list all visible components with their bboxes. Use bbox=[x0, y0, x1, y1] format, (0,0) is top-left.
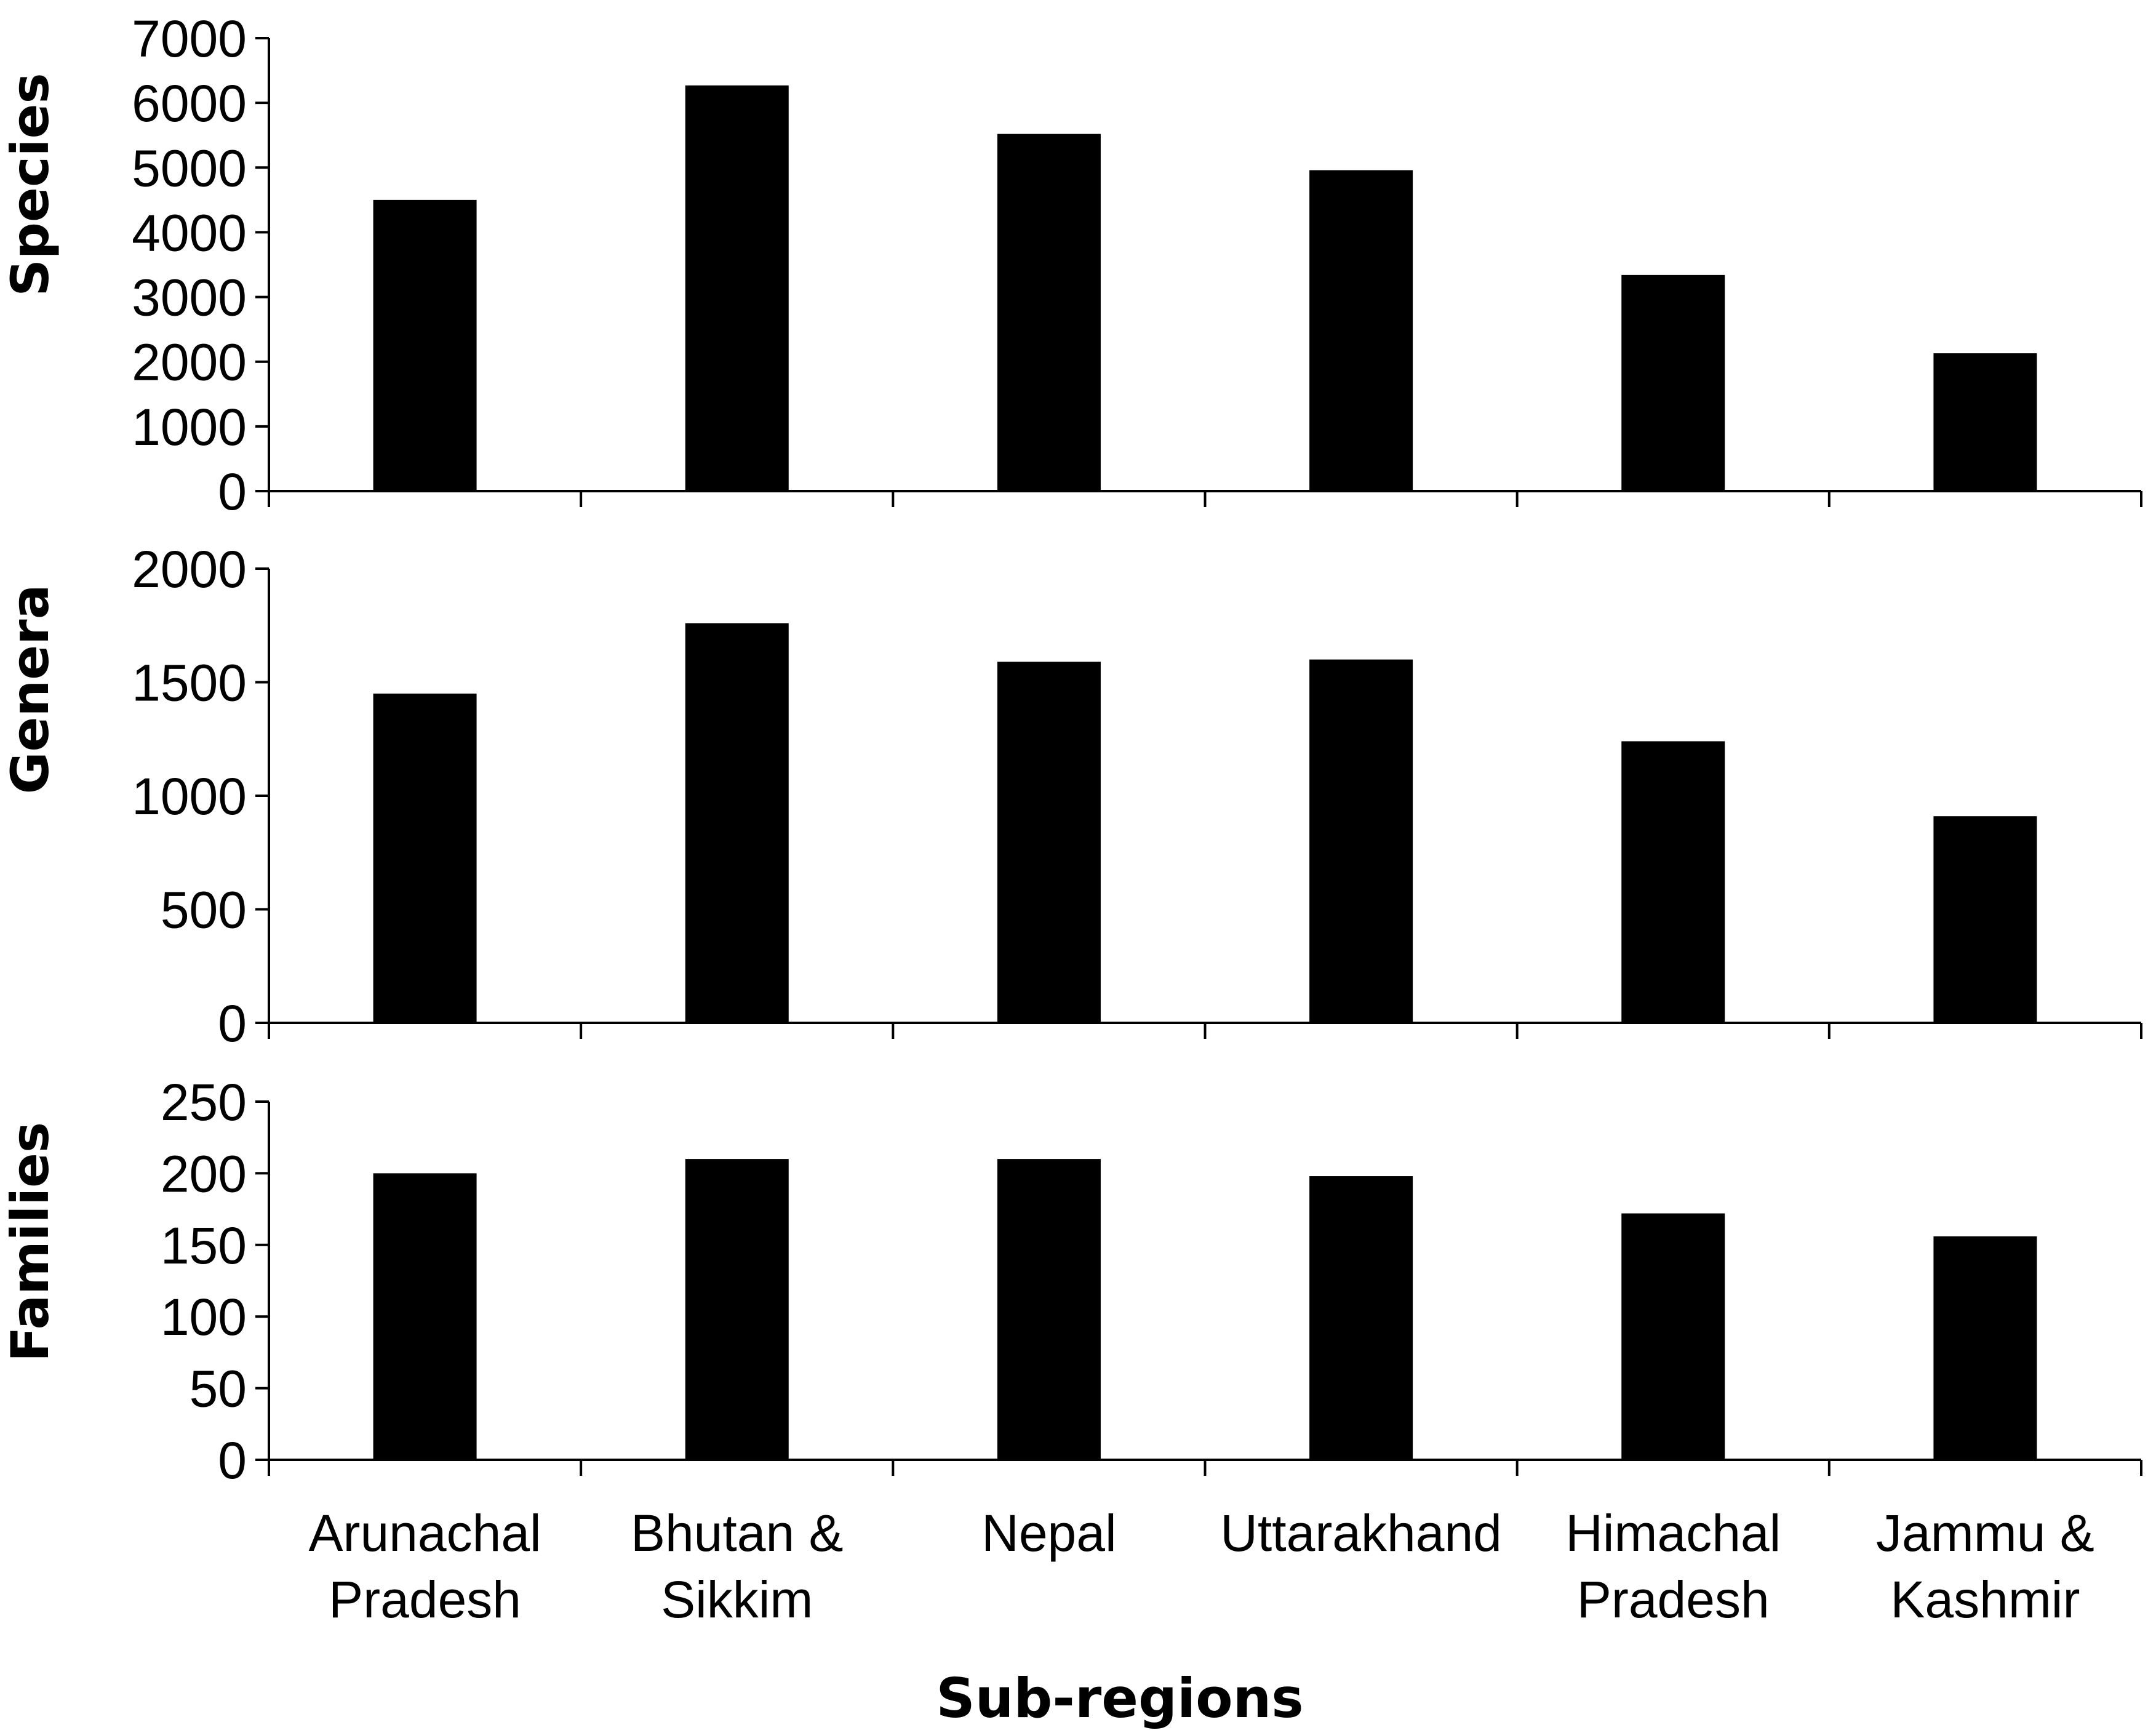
category-label: Jammu & Kashmir bbox=[1876, 1504, 2094, 1628]
bar-genera bbox=[1309, 659, 1413, 1023]
y-tick-label: 7000 bbox=[132, 10, 247, 68]
bar-families bbox=[373, 1173, 477, 1460]
x-axis-title: Sub-regions bbox=[936, 1667, 1303, 1730]
bar-families bbox=[1309, 1176, 1413, 1460]
y-tick-label: 1000 bbox=[132, 398, 247, 456]
bar-species bbox=[1309, 170, 1413, 491]
y-tick-label: 250 bbox=[161, 1073, 247, 1131]
y-tick-label: 3000 bbox=[132, 269, 247, 327]
bar-genera bbox=[685, 623, 789, 1023]
bar-species bbox=[1933, 353, 2037, 491]
y-axis-title: Genera bbox=[0, 585, 60, 795]
y-tick-label: 6000 bbox=[132, 74, 247, 132]
panels-layer: 01000200030004000500060007000Species0500… bbox=[0, 10, 2142, 1489]
category-label: Arunachal Pradesh bbox=[308, 1504, 541, 1628]
y-tick-label: 2000 bbox=[132, 334, 247, 391]
bar-genera bbox=[997, 662, 1101, 1023]
y-tick-label: 0 bbox=[218, 995, 247, 1052]
y-tick-label: 0 bbox=[218, 463, 247, 521]
category-label: Bhutan & Sikkim bbox=[631, 1504, 844, 1628]
bar-species bbox=[685, 85, 789, 492]
panel-families: 0 50 100 150 200 250 Families bbox=[0, 1073, 2142, 1489]
y-tick-label: 50 bbox=[190, 1360, 247, 1418]
y-tick-label: 150 bbox=[161, 1217, 247, 1275]
y-axis-title: Families bbox=[0, 1122, 60, 1362]
category-label: Himachal Pradesh bbox=[1565, 1504, 1781, 1628]
y-tick-label: 1000 bbox=[132, 767, 247, 825]
category-labels: Arunachal Pradesh Bhutan & Sikkim Nepal Uttar… bbox=[308, 1504, 2094, 1628]
y-tick-label: 1500 bbox=[132, 654, 247, 712]
bar-families bbox=[1933, 1236, 2037, 1460]
category-label: Nepal bbox=[981, 1504, 1116, 1562]
bar-species bbox=[997, 134, 1101, 491]
bar-species bbox=[1621, 274, 1725, 491]
bar-genera bbox=[373, 693, 477, 1023]
bar-families bbox=[1621, 1213, 1725, 1460]
y-tick-label: 4000 bbox=[132, 204, 247, 262]
y-tick-label: 5000 bbox=[132, 139, 247, 197]
y-tick-label: 200 bbox=[161, 1145, 247, 1203]
bar-families bbox=[997, 1159, 1101, 1460]
panel-genera: 0 500 1000 1500 2000 Genera bbox=[0, 540, 2142, 1052]
y-tick-label: 0 bbox=[218, 1432, 247, 1489]
bar-families bbox=[685, 1159, 789, 1460]
bar-genera bbox=[1933, 816, 2037, 1023]
panel-species: 0 1000 2000 3000 4000 5000 6000 7000 Species bbox=[0, 10, 2142, 521]
category-label: Uttarakhand bbox=[1220, 1504, 1502, 1562]
bar-genera bbox=[1621, 741, 1725, 1023]
y-tick-label: 2000 bbox=[132, 540, 247, 598]
bar-species bbox=[373, 199, 477, 491]
y-axis-title: Species bbox=[0, 73, 60, 296]
y-tick-label: 500 bbox=[161, 881, 247, 939]
y-tick-label: 100 bbox=[161, 1288, 247, 1346]
